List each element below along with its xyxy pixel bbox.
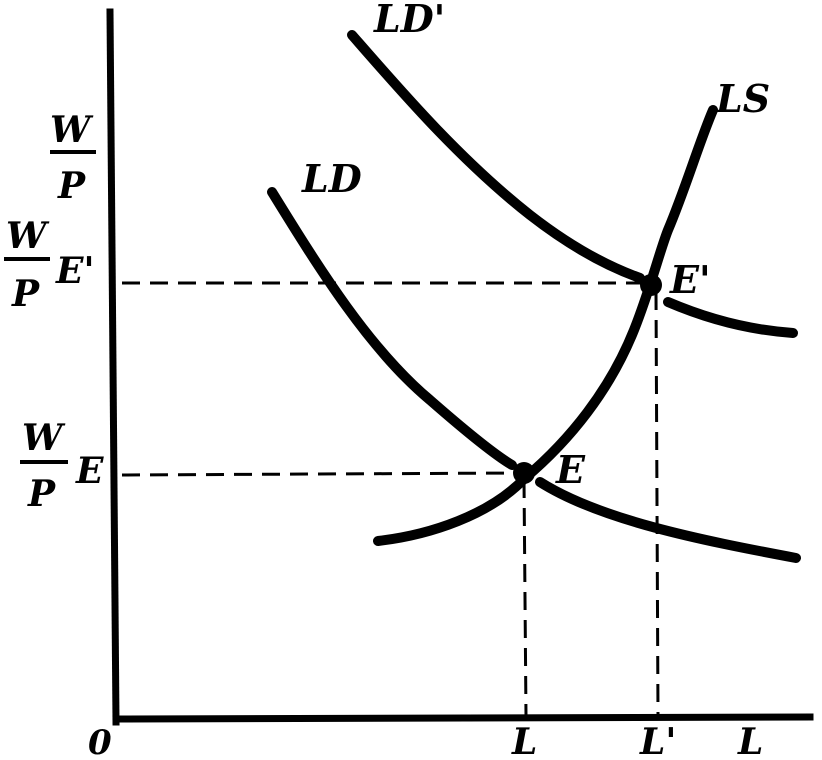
e-wage-numerator: W [22, 417, 66, 459]
y-axis-numerator: W [50, 109, 94, 151]
y-axis-denominator: P [57, 165, 86, 207]
e-wage-guide [121, 471, 519, 477]
e-prime-point-label: E' [669, 257, 711, 302]
e-wage-suffix: E [75, 450, 104, 492]
ld-curve [267, 187, 517, 470]
ld-curve-tail [535, 477, 801, 563]
ld-prime-curve-tail [663, 297, 798, 338]
e-employment-label: L [511, 721, 537, 760]
origin-label: 0 [88, 723, 112, 760]
e-point-label: E [555, 447, 586, 492]
x-axis-label: L [737, 721, 763, 760]
e-prime-wage-denominator: P [11, 273, 40, 315]
e-employment-guide [522, 479, 528, 717]
equilibrium-e-point [513, 462, 535, 484]
ld-label: LD [301, 156, 362, 201]
ls-label: LS [715, 76, 770, 121]
x-axis [112, 713, 814, 723]
e-prime-employment-guide [654, 291, 660, 717]
e-prime-employment-label: L' [639, 721, 676, 760]
ls-curve [373, 105, 718, 546]
e-prime-wage-suffix: E' [55, 250, 94, 292]
e-prime-wage-numerator: W [6, 215, 50, 257]
ld-prime-label: LD' [373, 0, 445, 41]
equilibrium-e-prime-point [640, 274, 662, 296]
e-wage-denominator: P [27, 473, 56, 515]
ld-prime-curve [347, 30, 645, 283]
y-axis [106, 8, 120, 726]
